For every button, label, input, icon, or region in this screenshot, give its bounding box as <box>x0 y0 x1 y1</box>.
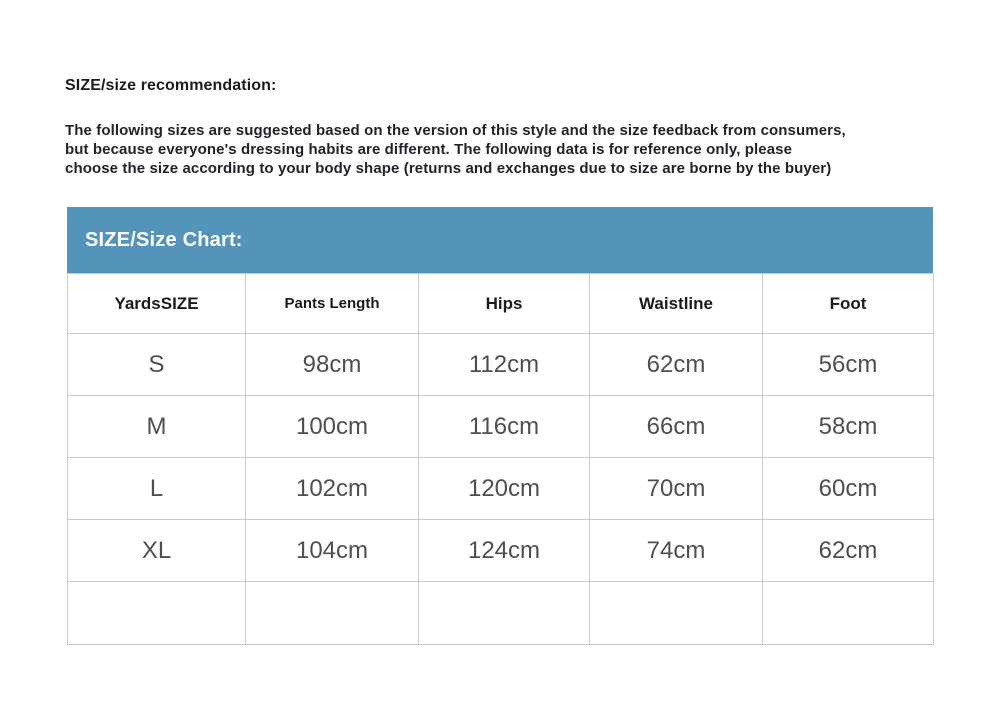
column-header-pants-length: Pants Length <box>245 273 419 334</box>
size-chart-table: YardsSIZE Pants Length Hips Waistline Fo… <box>67 273 934 645</box>
pants-length-cell: 100cm <box>245 395 419 458</box>
column-header-size: YardsSIZE <box>67 273 246 334</box>
pants-length-cell: 102cm <box>245 457 419 520</box>
size-disclaimer-line-3: choose the size according to your body s… <box>65 160 832 177</box>
table-row-s: S 98cm 112cm 62cm 56cm <box>67 333 934 396</box>
foot-cell: 62cm <box>762 519 934 582</box>
size-cell <box>67 581 246 645</box>
column-header-hips: Hips <box>418 273 590 334</box>
size-disclaimer-line-1: The following sizes are suggested based … <box>65 122 846 139</box>
size-cell: S <box>67 333 246 396</box>
size-chart-banner: SIZE/Size Chart: <box>67 207 933 273</box>
column-header-waistline: Waistline <box>589 273 763 334</box>
foot-cell <box>762 581 934 645</box>
pants-length-cell: 98cm <box>245 333 419 396</box>
hips-cell: 112cm <box>418 333 590 396</box>
size-cell: M <box>67 395 246 458</box>
table-row-m: M 100cm 116cm 66cm 58cm <box>67 395 934 458</box>
foot-cell: 56cm <box>762 333 934 396</box>
size-cell: XL <box>67 519 246 582</box>
table-row-empty <box>67 581 934 645</box>
hips-cell <box>418 581 590 645</box>
hips-cell: 116cm <box>418 395 590 458</box>
page-title: SIZE/size recommendation: <box>65 77 277 94</box>
pants-length-cell <box>245 581 419 645</box>
foot-cell: 60cm <box>762 457 934 520</box>
waistline-cell <box>589 581 763 645</box>
size-disclaimer-line-2: but because everyone's dressing habits a… <box>65 141 793 158</box>
pants-length-cell: 104cm <box>245 519 419 582</box>
table-row-xl: XL 104cm 124cm 74cm 62cm <box>67 519 934 582</box>
size-chart-banner-title: SIZE/Size Chart: <box>85 228 243 251</box>
column-header-row: YardsSIZE Pants Length Hips Waistline Fo… <box>67 273 934 334</box>
size-disclaimer: The following sizes are suggested based … <box>65 121 945 178</box>
waistline-cell: 66cm <box>589 395 763 458</box>
hips-cell: 120cm <box>418 457 590 520</box>
foot-cell: 58cm <box>762 395 934 458</box>
hips-cell: 124cm <box>418 519 590 582</box>
size-cell: L <box>67 457 246 520</box>
column-header-foot: Foot <box>762 273 934 334</box>
table-row-l: L 102cm 120cm 70cm 60cm <box>67 457 934 520</box>
waistline-cell: 70cm <box>589 457 763 520</box>
waistline-cell: 74cm <box>589 519 763 582</box>
waistline-cell: 62cm <box>589 333 763 396</box>
